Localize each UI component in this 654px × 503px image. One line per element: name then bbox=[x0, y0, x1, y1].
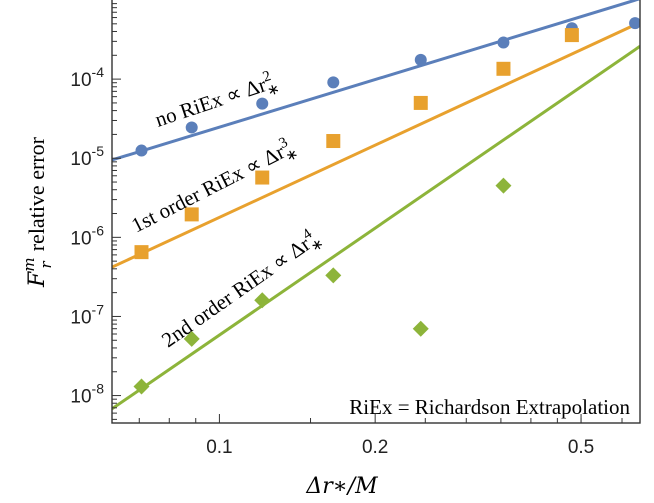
marker-s0-p4 bbox=[414, 53, 427, 66]
marker-s1-p0 bbox=[134, 245, 149, 260]
y-axis-label: Fmrrelative error bbox=[20, 136, 55, 288]
marker-s2-p0 bbox=[133, 378, 150, 395]
marker-s0-p5 bbox=[497, 36, 510, 49]
y-tick-label: 10-5 bbox=[70, 143, 104, 170]
fit-line-2 bbox=[112, 45, 640, 411]
annotation-richardson: RiEx = Richardson Extrapolation bbox=[349, 395, 630, 419]
marker-s2-p2 bbox=[254, 292, 271, 309]
series-label-2: 2nd order RiEx ∝ Δr4∗ bbox=[156, 223, 327, 356]
svg-text:2nd order RiEx ∝ Δr4∗: 2nd order RiEx ∝ Δr4∗ bbox=[156, 223, 327, 356]
x-tick-label: 0.2 bbox=[362, 437, 388, 458]
y-axis: 10-8 10-7 10-6 10-5 10-4 bbox=[70, 3, 121, 420]
data-markers bbox=[133, 17, 640, 395]
marker-s1-p4 bbox=[413, 95, 428, 110]
svg-text:Fmrrelative error: Fmrrelative error bbox=[20, 136, 55, 288]
y-tick-label: 10-8 bbox=[70, 381, 104, 408]
fit-line-1 bbox=[112, 21, 640, 269]
marker-s1-p2 bbox=[255, 170, 270, 185]
plot-frame bbox=[111, 0, 641, 424]
marker-s1-p6 bbox=[564, 28, 579, 43]
marker-s0-p2 bbox=[256, 97, 269, 110]
marker-s2-p1 bbox=[183, 330, 200, 347]
x-tick-label: 0.5 bbox=[568, 437, 594, 458]
marker-s1-p3 bbox=[326, 134, 341, 149]
marker-s2-p5 bbox=[495, 177, 512, 194]
marker-s0-p7 bbox=[629, 17, 640, 30]
y-tick-label: 10-6 bbox=[70, 222, 104, 249]
fit-lines bbox=[112, 0, 640, 411]
marker-s1-p1 bbox=[184, 207, 199, 222]
y-tick-label: 10-4 bbox=[70, 64, 104, 91]
marker-s1-p5 bbox=[496, 61, 511, 76]
x-tick-label: 0.1 bbox=[206, 437, 232, 458]
x-axis: 0.1 0.2 0.5 bbox=[138, 414, 623, 458]
marker-s2-p3 bbox=[325, 267, 342, 284]
x-axis-label: Δr∗/M bbox=[305, 474, 378, 499]
y-tick-label: 10-7 bbox=[70, 301, 104, 328]
marker-s2-p4 bbox=[412, 320, 429, 337]
marker-s0-p3 bbox=[327, 76, 340, 89]
marker-s0-p0 bbox=[135, 144, 148, 157]
fit-line-0 bbox=[112, 0, 640, 162]
marker-s0-p1 bbox=[185, 121, 198, 134]
